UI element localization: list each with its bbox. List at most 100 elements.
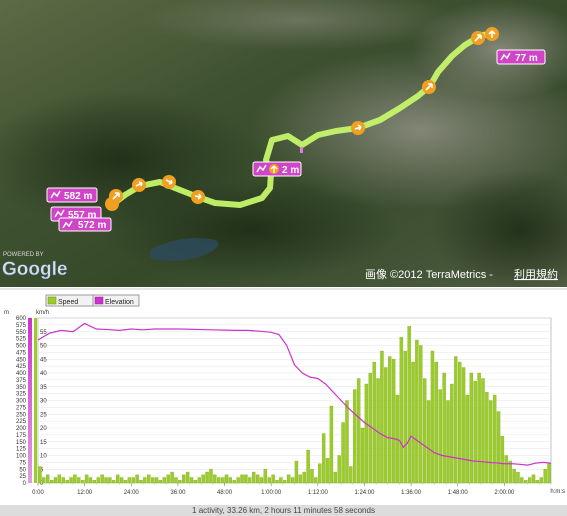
speed-bar xyxy=(248,477,252,484)
elevation-tick-label: 400 xyxy=(16,371,27,377)
elevation-tick-label: 250 xyxy=(16,412,27,418)
speed-bar xyxy=(407,326,411,484)
speed-bar xyxy=(450,383,454,484)
speed-bar xyxy=(112,480,116,484)
speed-bar xyxy=(119,477,124,484)
elevation-axis-bar xyxy=(28,318,32,483)
x-tick-label: 1:36:00 xyxy=(401,490,422,496)
speed-bar xyxy=(520,477,524,484)
x-tick-label: 2:00:00 xyxy=(494,490,515,496)
elevation-tick-label: 425 xyxy=(16,364,27,370)
marker-label: 2 m xyxy=(282,165,299,176)
speed-bar xyxy=(150,477,155,484)
speed-bar xyxy=(314,477,318,484)
speed-bar xyxy=(477,372,481,484)
speed-bar xyxy=(356,378,361,484)
speed-bar xyxy=(251,471,256,484)
copyright-text: 画像 ©2012 TerraMetrics - xyxy=(365,268,493,281)
elevation-tick-label: 550 xyxy=(16,330,27,336)
marker-label: 557 m xyxy=(68,210,96,221)
elevation-marker-2[interactable]: 2 m xyxy=(252,161,302,177)
speed-bar xyxy=(380,350,384,484)
elevation-tick-label: 375 xyxy=(16,378,27,384)
elevation-tick-label: 50 xyxy=(19,467,26,473)
speed-tick-label: 0 xyxy=(40,481,44,487)
elevation-tick-label: 350 xyxy=(16,385,27,391)
speed-bar xyxy=(294,460,299,484)
elevation-tick-label: 275 xyxy=(16,405,27,411)
terms-link[interactable]: 利用規約 xyxy=(514,267,558,281)
speed-bar xyxy=(434,361,439,484)
speed-bar xyxy=(310,469,314,484)
elevation-tick-label: 575 xyxy=(16,323,27,329)
speed-bar xyxy=(49,480,54,484)
speed-bar xyxy=(465,394,470,484)
speed-bar xyxy=(399,337,404,484)
speed-bar xyxy=(209,469,213,484)
speed-tick-label: 20 xyxy=(40,426,47,432)
x-tick-label: 1:12:00 xyxy=(308,490,329,496)
speed-bar xyxy=(329,405,334,484)
speed-bar xyxy=(318,463,322,484)
speed-bar xyxy=(92,480,97,484)
speed-bar xyxy=(333,471,338,484)
x-tick-label: 48:00 xyxy=(217,490,233,496)
speed-bar xyxy=(496,411,501,484)
speed-bar xyxy=(84,474,89,484)
legend-speed-label: Speed xyxy=(58,299,78,306)
legend-speed[interactable]: Speed xyxy=(45,294,95,307)
speed-bar xyxy=(290,477,295,484)
speed-bar xyxy=(228,477,233,484)
speed-bar xyxy=(135,474,139,484)
speed-bar xyxy=(527,477,532,484)
speed-bar xyxy=(104,477,108,484)
elevation-tick-label: 450 xyxy=(16,357,27,363)
speed-tick-label: 10 xyxy=(40,454,47,460)
speed-bar xyxy=(53,477,58,484)
speed-bar xyxy=(403,350,407,484)
elevation-marker-77[interactable]: 77 m xyxy=(496,49,546,65)
speed-bar xyxy=(69,477,73,484)
marker-label: 582 m xyxy=(64,191,92,202)
speed-bar xyxy=(481,378,485,484)
speed-bar xyxy=(531,474,536,484)
legend-elevation[interactable]: Elevation xyxy=(92,294,140,307)
elevation-tick-label: 125 xyxy=(16,447,27,453)
speed-bar xyxy=(65,480,69,484)
elevation-tick-label: 500 xyxy=(16,344,27,350)
speed-bar xyxy=(337,455,341,484)
speed-bar xyxy=(457,361,462,484)
speed-bar xyxy=(469,372,474,484)
elevation-tick-label: 100 xyxy=(16,454,27,460)
speed-bar xyxy=(442,372,446,484)
summary-footer: 1 activity, 33.26 km, 2 hours 11 minutes… xyxy=(0,505,567,516)
elevation-tick-label: 475 xyxy=(16,350,27,356)
satellite-map[interactable]: 582 m 557 m 572 m 2 m 77 m POWERED BY Go… xyxy=(0,0,567,287)
speed-tick-label: 30 xyxy=(40,399,47,405)
chart-panel: Speed Elevation 0 25 50 75 100 125 150 175 200 22… xyxy=(0,287,567,516)
speed-tick-label: 15 xyxy=(40,440,47,446)
elevation-marker-582[interactable]: 582 m xyxy=(46,187,98,203)
speed-bar xyxy=(306,449,310,484)
marker-label: 77 m xyxy=(515,53,538,64)
google-logo[interactable]: Google xyxy=(2,259,68,280)
speed-bar xyxy=(512,469,516,484)
speed-elevation-chart: Speed Elevation 025507510012515017520022… xyxy=(0,287,567,505)
speed-swatch xyxy=(47,296,57,305)
elevation-marker-572[interactable]: 572 m xyxy=(58,217,112,232)
x-tick-label: 1:00:00 xyxy=(261,490,282,496)
speed-bar xyxy=(419,345,423,484)
speed-tick-label: 5 xyxy=(40,467,44,473)
speed-bar xyxy=(236,477,240,484)
speed-bar xyxy=(42,477,46,484)
speed-bar xyxy=(391,359,396,484)
x-tick-label: 1:24:00 xyxy=(354,490,375,496)
speed-bar xyxy=(77,477,81,484)
speed-bar xyxy=(298,474,303,484)
arrow-icon xyxy=(105,197,119,211)
x-tick-label: 12:00 xyxy=(77,490,93,496)
speed-bar xyxy=(240,474,244,484)
map-canvas[interactable]: 582 m 557 m 572 m 2 m 77 m POWERED BY Go… xyxy=(0,0,567,287)
pin-icon xyxy=(300,147,303,153)
speed-bar xyxy=(353,389,357,484)
